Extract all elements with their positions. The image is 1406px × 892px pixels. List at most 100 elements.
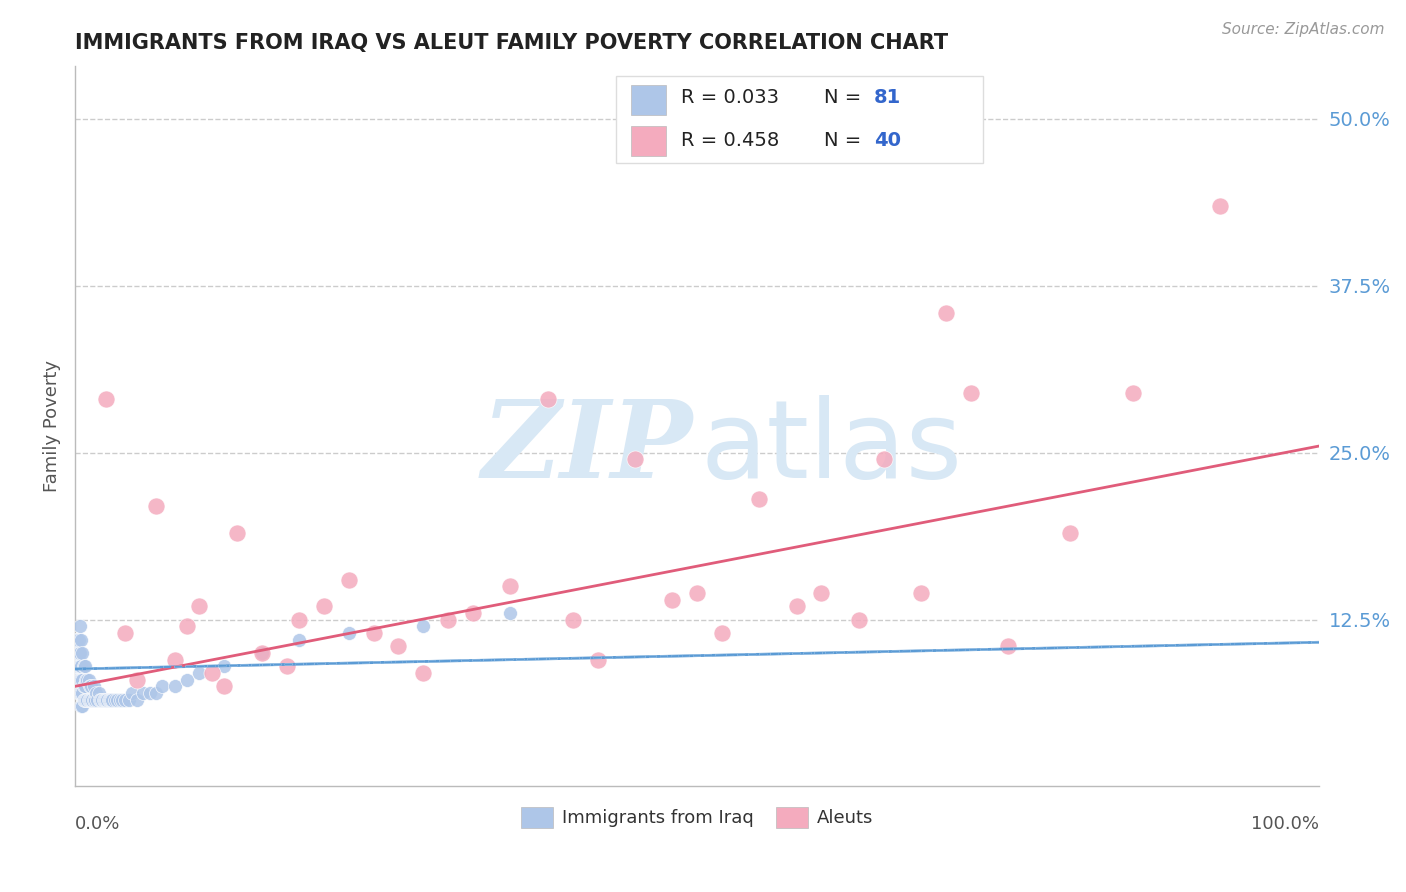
Point	[80, 679, 103, 693]
Point	[624, 452, 647, 467]
Point	[561, 613, 583, 627]
Point	[96, 692, 118, 706]
Point	[288, 613, 311, 627]
Point	[91, 692, 114, 706]
Y-axis label: Family Poverty: Family Poverty	[44, 360, 60, 492]
Point	[89, 692, 111, 706]
Point	[288, 632, 311, 647]
Text: ZIP: ZIP	[482, 394, 693, 500]
Point	[70, 632, 93, 647]
Point	[66, 646, 89, 660]
Point	[959, 385, 981, 400]
Point	[873, 452, 896, 467]
Text: R = 0.033: R = 0.033	[681, 87, 779, 106]
Point	[114, 626, 136, 640]
Point	[412, 665, 434, 680]
Point	[70, 699, 93, 714]
Point	[997, 640, 1019, 654]
Point	[77, 692, 100, 706]
Point	[312, 599, 335, 614]
Point	[100, 692, 122, 706]
Point	[250, 646, 273, 660]
Point	[437, 613, 460, 627]
Point	[83, 692, 105, 706]
Point	[1208, 199, 1230, 213]
Point	[72, 646, 94, 660]
Point	[84, 686, 107, 700]
Point	[69, 646, 91, 660]
Bar	[631, 126, 666, 156]
Point	[105, 692, 128, 706]
Point	[848, 613, 870, 627]
Point	[412, 619, 434, 633]
Point	[73, 659, 96, 673]
Point	[363, 626, 385, 640]
Text: 40: 40	[873, 131, 901, 150]
Point	[188, 599, 211, 614]
Text: IMMIGRANTS FROM IRAQ VS ALEUT FAMILY POVERTY CORRELATION CHART: IMMIGRANTS FROM IRAQ VS ALEUT FAMILY POV…	[75, 33, 948, 53]
Point	[70, 673, 93, 687]
Point	[176, 673, 198, 687]
Point	[72, 686, 94, 700]
Point	[463, 606, 485, 620]
Point	[163, 653, 186, 667]
Point	[225, 525, 247, 540]
Point	[710, 626, 733, 640]
Point	[201, 665, 224, 680]
Point	[935, 305, 957, 319]
Point	[94, 392, 117, 407]
Point	[786, 599, 808, 614]
Point	[86, 692, 108, 706]
Point	[214, 679, 236, 693]
Point	[76, 692, 98, 706]
Point	[138, 686, 160, 700]
Point	[387, 640, 409, 654]
FancyBboxPatch shape	[616, 77, 983, 163]
Point	[77, 673, 100, 687]
Point	[101, 692, 124, 706]
Point	[67, 632, 90, 647]
Point	[73, 679, 96, 693]
Point	[188, 665, 211, 680]
Point	[97, 692, 120, 706]
Point	[163, 679, 186, 693]
Point	[93, 692, 115, 706]
Point	[114, 692, 136, 706]
Text: atlas: atlas	[700, 394, 963, 500]
Point	[537, 392, 560, 407]
Point	[150, 679, 173, 693]
Point	[1059, 525, 1081, 540]
Point	[214, 659, 236, 673]
Point	[84, 692, 107, 706]
Point	[337, 626, 360, 640]
Point	[94, 692, 117, 706]
Point	[127, 692, 149, 706]
Point	[145, 499, 167, 513]
Point	[111, 692, 134, 706]
Point	[67, 646, 90, 660]
Point	[75, 673, 97, 687]
Point	[79, 692, 101, 706]
Point	[94, 692, 117, 706]
Point	[69, 619, 91, 633]
Point	[176, 619, 198, 633]
Text: N =: N =	[824, 131, 868, 150]
Point	[910, 586, 932, 600]
Point	[686, 586, 709, 600]
Point	[73, 659, 96, 673]
Point	[69, 686, 91, 700]
Point	[90, 692, 112, 706]
Point	[66, 673, 89, 687]
Point	[117, 692, 139, 706]
Point	[83, 679, 105, 693]
Text: R = 0.458: R = 0.458	[681, 131, 779, 150]
Point	[121, 686, 143, 700]
Point	[65, 632, 87, 647]
Text: Source: ZipAtlas.com: Source: ZipAtlas.com	[1222, 22, 1385, 37]
Point	[1121, 385, 1143, 400]
Point	[65, 646, 87, 660]
Point	[70, 686, 93, 700]
Legend: Immigrants from Iraq, Aleuts: Immigrants from Iraq, Aleuts	[513, 800, 880, 835]
Point	[73, 692, 96, 706]
Bar	[631, 85, 666, 115]
